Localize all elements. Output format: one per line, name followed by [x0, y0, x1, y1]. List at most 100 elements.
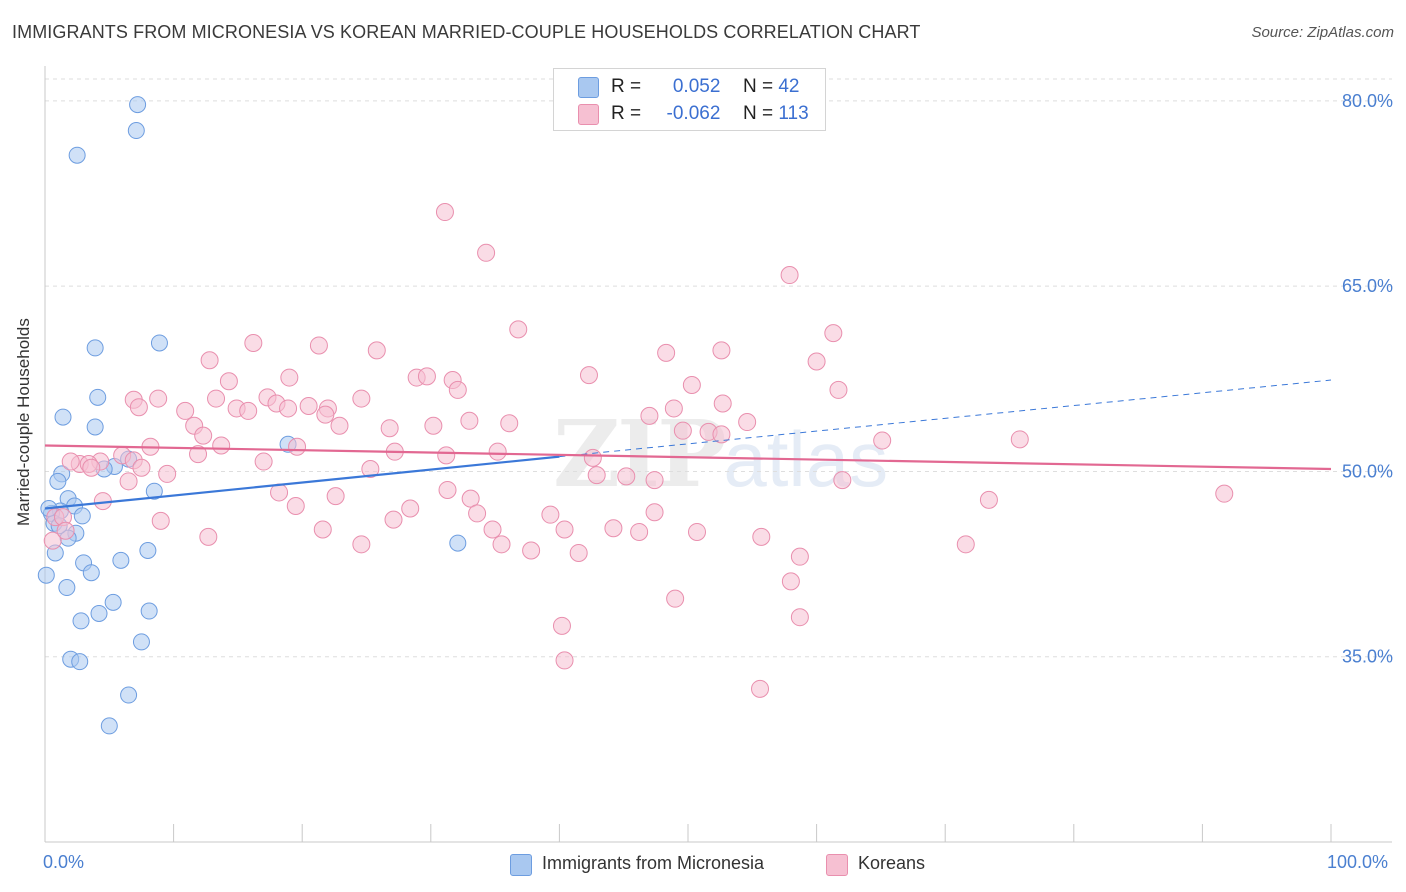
trend-line-micronesia [44, 455, 560, 510]
point-koreans [873, 431, 892, 450]
point-koreans [219, 372, 238, 391]
point-koreans [468, 504, 487, 523]
point-micronesia [86, 339, 104, 357]
trend-line-micronesia-extension [559, 379, 1332, 458]
data-points [37, 96, 1234, 735]
point-micronesia [58, 579, 76, 597]
point-micronesia [54, 408, 72, 426]
point-koreans [460, 411, 479, 430]
point-koreans [326, 487, 345, 506]
point-koreans [129, 398, 148, 417]
y-axis-title: Married-couple Households [14, 318, 33, 526]
point-koreans [199, 527, 218, 546]
legend-r-value: 0.052 [672, 76, 721, 97]
point-koreans [569, 543, 588, 562]
point-koreans [361, 459, 380, 478]
point-micronesia [120, 686, 138, 704]
legend-swatch-koreans [578, 104, 599, 125]
legend-r-value: -0.062 [666, 103, 721, 124]
point-koreans [158, 464, 177, 483]
point-koreans [666, 589, 685, 608]
series-swatch-micronesia [510, 854, 532, 876]
point-micronesia [89, 388, 107, 406]
point-koreans [712, 425, 731, 444]
point-koreans [119, 472, 138, 491]
point-koreans [780, 266, 799, 285]
point-koreans [645, 503, 664, 522]
legend-n-value: 42 [778, 76, 800, 97]
chart-title: IMMIGRANTS FROM MICRONESIA VS KOREAN MAR… [12, 22, 921, 42]
point-koreans [579, 366, 598, 385]
point-koreans [790, 547, 809, 566]
legend-r-label: R = [611, 103, 642, 124]
point-koreans [352, 389, 371, 408]
point-koreans [751, 679, 770, 698]
point-koreans [790, 608, 809, 627]
y-tick-label: 35.0% [1342, 647, 1393, 667]
point-micronesia [150, 334, 168, 352]
point-koreans [583, 448, 602, 467]
point-koreans [738, 413, 757, 432]
point-micronesia [90, 604, 108, 622]
series-swatch-koreans [826, 854, 848, 876]
point-koreans [401, 499, 420, 518]
point-koreans [367, 341, 386, 360]
point-koreans [807, 352, 826, 371]
point-koreans [824, 324, 843, 343]
point-koreans [483, 520, 502, 539]
point-micronesia [127, 122, 145, 140]
point-koreans [552, 616, 571, 635]
point-koreans [279, 399, 298, 418]
point-micronesia [139, 541, 157, 559]
trend-lines [44, 379, 1332, 510]
x-tick-label-min: 0.0% [43, 852, 85, 872]
legend-n-label: N = [742, 76, 774, 97]
point-koreans [316, 405, 335, 424]
legend-n-value: 113 [778, 103, 809, 124]
y-tick-labels: 35.0% 50.0% 65.0% 80.0% [1342, 91, 1393, 667]
point-koreans [673, 421, 692, 440]
point-koreans [712, 341, 731, 360]
point-koreans [555, 520, 574, 539]
point-koreans [979, 490, 998, 509]
point-koreans [380, 419, 399, 438]
legend-r-label: R = [611, 76, 642, 97]
point-koreans [384, 510, 403, 529]
axes [44, 66, 1392, 843]
point-koreans [239, 401, 258, 420]
point-koreans [522, 541, 541, 560]
point-micronesia [37, 566, 55, 584]
point-koreans [1215, 484, 1234, 503]
point-koreans [448, 380, 467, 399]
point-koreans [189, 445, 208, 464]
point-micronesia [132, 633, 150, 651]
point-koreans [645, 471, 664, 490]
legend-stats-micronesia: R = 0.052 N = 42 [611, 76, 799, 98]
point-koreans [424, 416, 443, 435]
point-micronesia [129, 96, 147, 114]
point-koreans [956, 535, 975, 554]
series-label-koreans: Koreans [858, 853, 926, 873]
correlation-legend: R = 0.052 N = 42 R = -0.062 N = 113 [553, 68, 826, 131]
point-koreans [286, 497, 305, 516]
point-koreans [313, 520, 332, 539]
point-koreans [781, 572, 800, 591]
point-koreans [61, 452, 80, 471]
point-koreans [56, 521, 75, 540]
point-koreans [176, 401, 195, 420]
point-koreans [630, 522, 649, 541]
point-koreans [604, 519, 623, 538]
point-koreans [555, 651, 574, 670]
point-micronesia [449, 534, 467, 552]
chart-source: Source: ZipAtlas.com [1251, 24, 1394, 41]
point-koreans [664, 399, 683, 418]
point-koreans [682, 375, 701, 394]
trend-line-koreans [44, 444, 1332, 471]
y-tick-label: 80.0% [1342, 91, 1393, 111]
y-tick-label: 50.0% [1342, 461, 1393, 481]
point-koreans [435, 203, 454, 222]
legend-n-label: N = [742, 103, 774, 124]
y-tick-label: 65.0% [1342, 276, 1393, 296]
point-koreans [500, 414, 519, 433]
